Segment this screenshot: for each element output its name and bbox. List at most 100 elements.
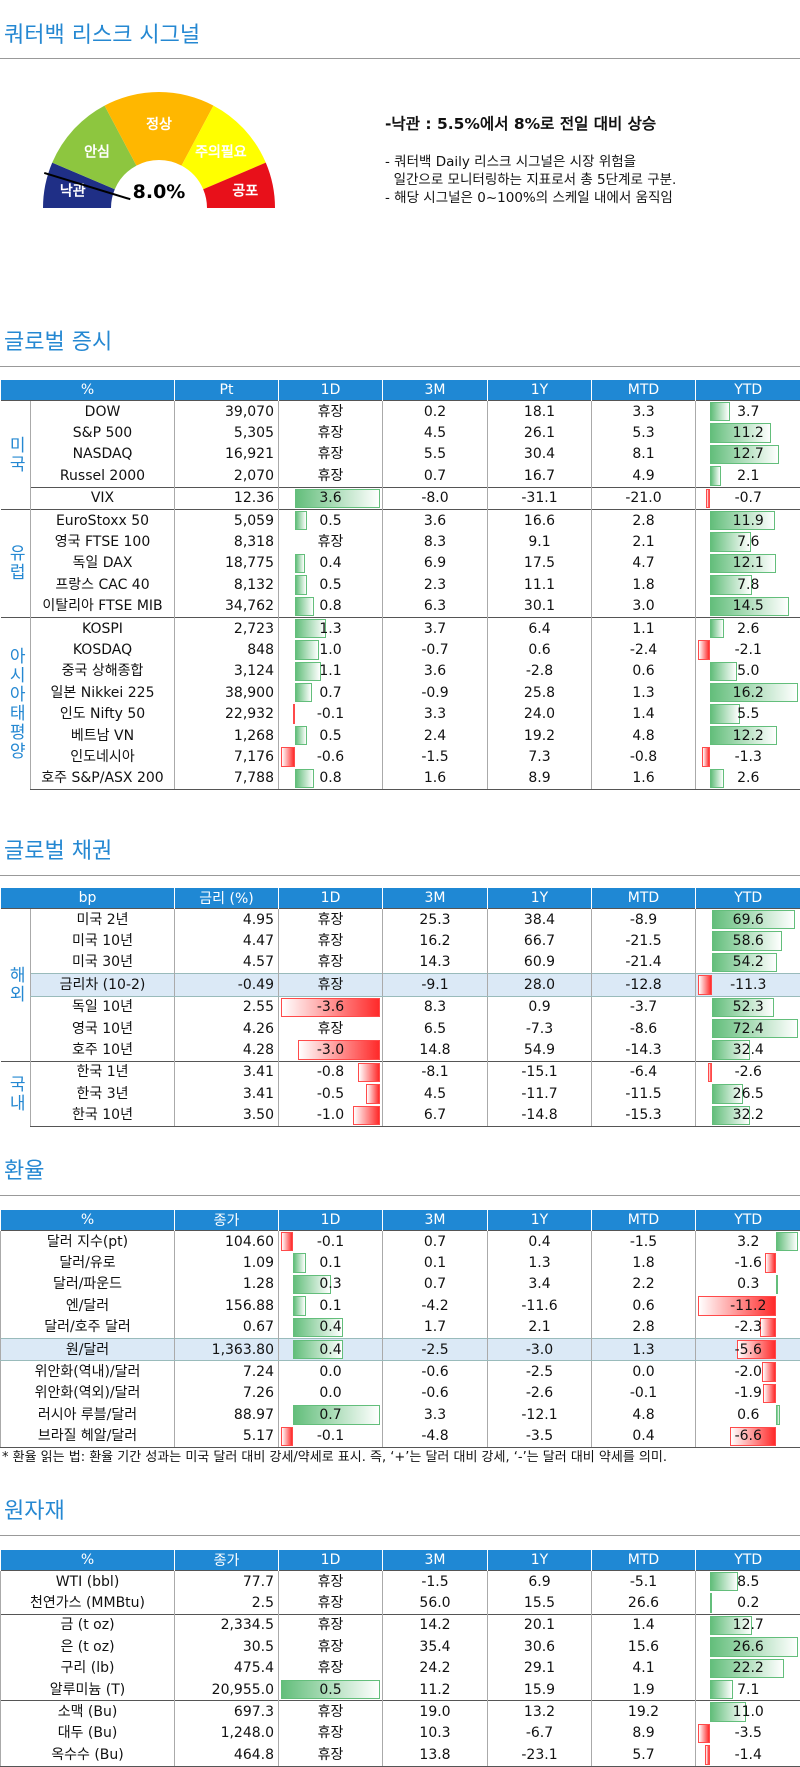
cell-text: 1.09 (243, 1255, 274, 1271)
cell: 16.2 (383, 930, 488, 951)
cell-text: 휴장 (318, 1660, 344, 1676)
cell: 5.5 (383, 444, 488, 465)
data-bar (295, 554, 304, 573)
cell: 2.6 (696, 768, 800, 790)
cell: 0.5 (279, 509, 383, 531)
cell-text: 이탈리아 FTSE MIB (42, 598, 162, 614)
cell: 20.1 (488, 1614, 592, 1636)
cell-text: 3.3 (424, 1407, 446, 1423)
cell: 휴장 (279, 1614, 383, 1636)
cell: 3.3 (592, 401, 696, 423)
cell: 17.5 (488, 553, 592, 574)
cell-text: 대두 (Bu) (58, 1725, 118, 1741)
cell: 16.2 (696, 682, 800, 703)
cell-text: EuroStoxx 50 (56, 513, 149, 529)
data-bar (702, 747, 709, 766)
data-bar (698, 975, 712, 994)
cell: 22,932 (175, 703, 279, 724)
cell-text: 14.2 (419, 1617, 450, 1633)
cell-text: 0.7 (319, 685, 341, 701)
cell-text: 0.8 (319, 770, 341, 786)
cell-text: 0.7 (424, 468, 446, 484)
cell-text: 0.5 (319, 513, 341, 529)
cell-text: 19.0 (419, 1704, 450, 1720)
row-name: NASDAQ (31, 444, 175, 465)
row-name: 브라질 헤알/달러 (1, 1426, 175, 1448)
cell-text: 104.60 (225, 1234, 274, 1250)
cell: -3.7 (592, 996, 696, 1018)
cell: -3.6 (279, 996, 383, 1018)
cell-text: 3.0 (632, 598, 654, 614)
row-name: 소맥 (Bu) (1, 1701, 175, 1723)
data-bar (698, 640, 710, 659)
cell: 5.0 (696, 661, 800, 682)
cell: 15.5 (488, 1592, 592, 1614)
cell-text: 1.3 (632, 685, 654, 701)
cell: 1.09 (175, 1252, 279, 1273)
cell: 1.6 (592, 768, 696, 790)
cell-text: 휴장 (318, 912, 344, 928)
cell-text: 4.47 (243, 933, 274, 949)
cell: 9.1 (488, 531, 592, 552)
cell-text: 미국 2년 (77, 912, 129, 928)
cell-text: 14.3 (419, 954, 450, 970)
cell-text: 3.7 (737, 404, 759, 420)
cell: 6.5 (383, 1018, 488, 1039)
cell-text: 영국 10년 (72, 1021, 133, 1037)
cell-text: 7.1 (737, 1682, 759, 1698)
cell-text: 3.41 (243, 1064, 274, 1080)
data-bar (366, 1084, 380, 1103)
data-bar (710, 1572, 738, 1591)
data-bar (776, 1275, 778, 1294)
cell: 휴장 (279, 930, 383, 951)
cell-text: 11.0 (733, 1704, 764, 1720)
cell: -11.6 (488, 1295, 592, 1316)
cell: 휴장 (279, 1636, 383, 1657)
cell: 0.7 (279, 1404, 383, 1425)
cell: 464.8 (175, 1744, 279, 1766)
cell: 25.8 (488, 682, 592, 703)
cell: -11.2 (696, 1295, 800, 1316)
cell: 20,955.0 (175, 1679, 279, 1701)
cell-text: 12.1 (733, 555, 764, 571)
cell: 3.3 (383, 703, 488, 724)
cell-text: -2.0 (735, 1364, 762, 1380)
cell-text: 0.1 (319, 1298, 341, 1314)
cell: -2.3 (696, 1317, 800, 1339)
cell-text: 4.5 (424, 1086, 446, 1102)
cell-text: 1.8 (632, 1255, 654, 1271)
row-name: 한국 1년 (31, 1061, 175, 1083)
cell: 34,762 (175, 596, 279, 618)
cell-text: 휴장 (318, 1725, 344, 1741)
cell-text: 0.6 (632, 663, 654, 679)
cell-text: -15.3 (625, 1107, 661, 1123)
cell-text: -15.1 (521, 1064, 557, 1080)
cell: 4.9 (592, 465, 696, 487)
cell: 1.8 (592, 574, 696, 595)
cell: 11.0 (696, 1701, 800, 1723)
cell-text: 30.4 (524, 446, 555, 462)
cell-text: 0.0 (319, 1364, 341, 1380)
cell-text: 2,070 (234, 468, 274, 484)
cell: -21.0 (592, 487, 696, 509)
section-title: 글로벌 증시 (4, 330, 112, 356)
cell-text: 0.8 (319, 598, 341, 614)
cell: 19.2 (592, 1701, 696, 1723)
cell: 6.9 (488, 1571, 592, 1593)
cell: 0.5 (279, 725, 383, 746)
cell: 휴장 (279, 1723, 383, 1744)
row-name: 천연가스 (MMBtu) (1, 1592, 175, 1614)
cell: 0.4 (279, 1317, 383, 1339)
cell-text: 독일 10년 (72, 999, 133, 1015)
cell: 32.2 (696, 1105, 800, 1127)
data-bar (295, 662, 321, 681)
cell: 77.7 (175, 1571, 279, 1593)
cell-text: 16.2 (419, 933, 450, 949)
